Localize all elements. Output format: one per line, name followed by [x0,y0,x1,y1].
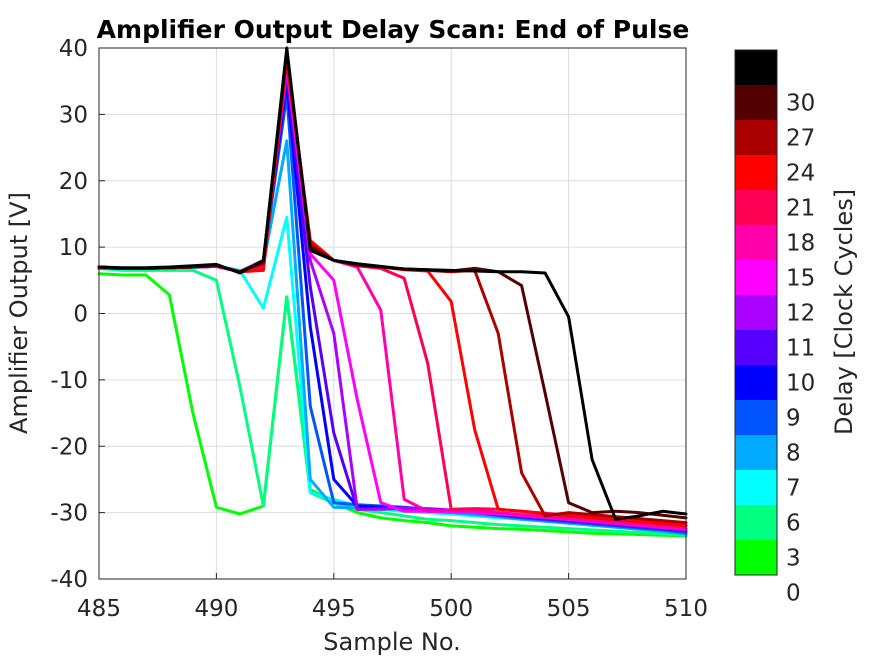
x-axis-label: Sample No. [323,628,460,656]
x-tick-label: 495 [312,596,356,622]
colorbar-segment [735,330,777,366]
plot-grid [98,47,687,580]
colorbar-tick-label: 0 [786,581,801,607]
series-line-12 [97,53,688,525]
colorbar-tick-label: 3 [786,546,801,572]
colorbar-tick-label: 7 [786,476,801,502]
colorbar-tick-label: 11 [786,336,815,362]
colorbar-segment [735,435,777,471]
y-tick-label: -20 [50,434,88,460]
series-line-6 [97,73,688,532]
series-line-9 [97,63,688,531]
series-line-5 [97,79,688,532]
series-line-13 [97,49,688,520]
colorbar-tick-label: 12 [786,301,815,327]
x-tick-label: 490 [194,596,238,622]
colorbar-segment [735,365,777,401]
colorbar-tick-label: 30 [786,91,815,117]
series-line-1 [97,266,688,537]
y-tick-label: 10 [59,235,88,261]
y-tick-label: 20 [59,169,88,195]
x-tick-label: 485 [77,596,121,622]
colorbar-segment [735,400,777,436]
chart-title: Amplifier Output Delay Scan: End of Puls… [97,15,690,44]
colorbar-tick-label: 10 [786,371,815,397]
colorbar-tick-label: 8 [786,441,801,467]
x-tick-label: 510 [664,596,708,622]
x-tick-label: 500 [429,596,473,622]
x-tick-label: 505 [547,596,591,622]
y-tick-label: 40 [59,36,88,62]
y-tick-label: 0 [73,302,88,328]
series-line-8 [97,66,688,531]
y-tick-label: 30 [59,102,88,128]
colorbar-segment [735,85,777,121]
series-line-0 [97,272,688,538]
colorbar-segment [735,120,777,156]
colorbar-tick-label: 21 [786,196,815,222]
colorbar-segment [735,50,777,86]
series-line-10 [97,59,688,527]
colorbar-segment [735,540,777,576]
colorbar-segment [735,190,777,226]
y-tick-label: -10 [50,368,88,394]
colorbar-frame [734,49,778,576]
y-tick-label: -30 [50,501,88,527]
y-axis-ticks: 40 30 20 10 0 -10 -20 -30 -40 [50,36,105,593]
colorbar-segment [735,505,777,541]
colorbar-segment [735,295,777,331]
colorbar-tick-label: 9 [786,406,801,432]
colorbar-segment [735,225,777,261]
colorbar-tick-label: 27 [786,126,815,152]
colorbar-tick-label: 24 [786,161,815,187]
y-axis-label: Amplifier Output [V] [5,192,33,434]
colorbar-label: Delay [Clock Cycles] [830,189,858,435]
series-layer [97,46,688,538]
colorbar-tick-label: 6 [786,511,801,537]
colorbar-tick-label: 18 [786,231,815,257]
x-axis-ticks: 485 490 495 500 505 510 [77,573,708,622]
series-line-14 [97,46,688,521]
y-tick-label: -40 [50,567,88,593]
colorbar-segment [735,470,777,506]
series-line-7 [97,66,688,532]
colorbar-segment [735,155,777,191]
colorbar-segment [735,260,777,296]
series-line-11 [97,56,688,528]
colorbar-tick-label: 15 [786,266,815,292]
